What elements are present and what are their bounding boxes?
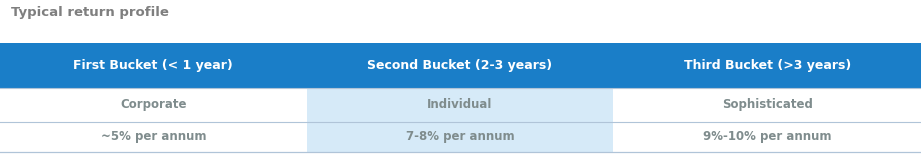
Text: Sophisticated: Sophisticated [722, 98, 812, 111]
Text: Typical return profile: Typical return profile [11, 6, 169, 19]
Bar [613, 88, 921, 122]
Text: 9%-10% per annum: 9%-10% per annum [703, 130, 832, 143]
Text: ~5% per annum: ~5% per annum [100, 130, 206, 143]
Bar [0, 122, 307, 152]
Bar [613, 122, 921, 152]
Bar [307, 88, 613, 122]
Bar [0, 88, 307, 122]
Text: Second Bucket (2-3 years): Second Bucket (2-3 years) [367, 59, 553, 72]
Bar [0, 43, 921, 88]
Text: 7-8% per annum: 7-8% per annum [406, 130, 514, 143]
Bar [307, 122, 613, 152]
Text: First Bucket (< 1 year): First Bucket (< 1 year) [74, 59, 233, 72]
Text: Corporate: Corporate [120, 98, 187, 111]
Text: Individual: Individual [427, 98, 493, 111]
Text: Third Bucket (>3 years): Third Bucket (>3 years) [683, 59, 851, 72]
